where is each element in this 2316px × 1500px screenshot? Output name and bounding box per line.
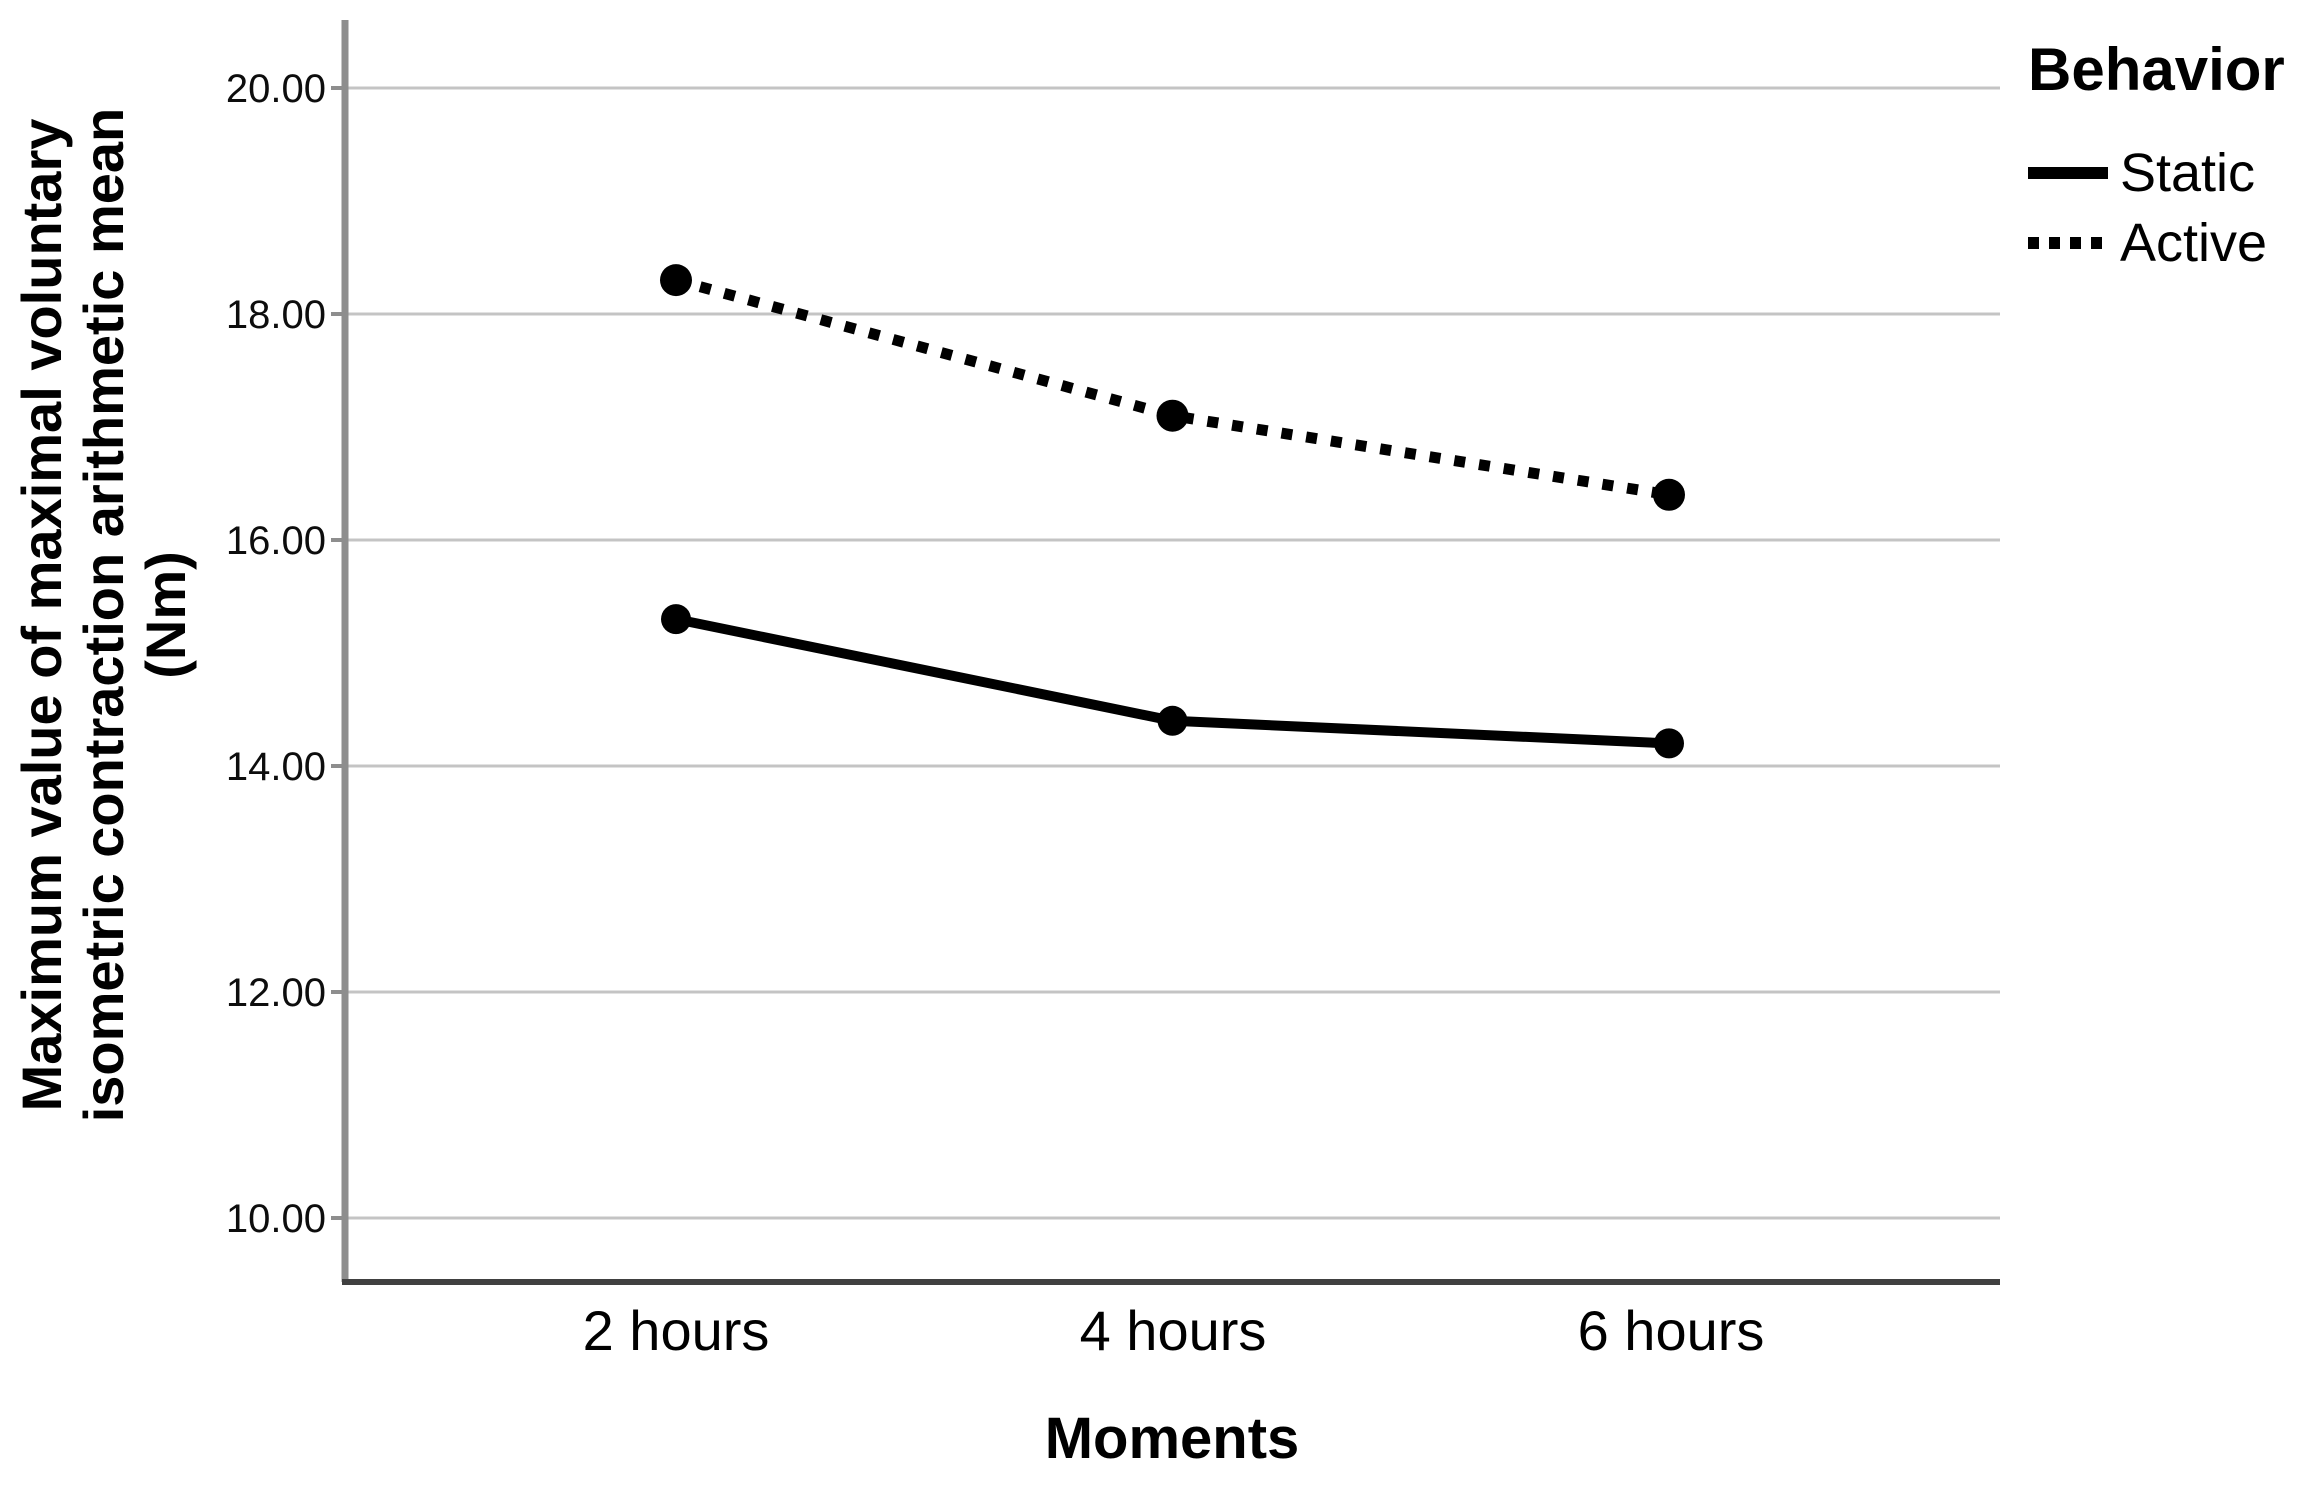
x-tick-label-6-hours: 6 hours bbox=[1577, 1299, 1765, 1362]
data-point-marker bbox=[661, 604, 691, 635]
legend-title: Behavior bbox=[2028, 36, 2285, 103]
series-active-line bbox=[674, 274, 1670, 501]
legend: Behavior Static Active bbox=[2028, 36, 2285, 278]
y-tick-label: 20.00 bbox=[226, 67, 326, 111]
data-point-marker bbox=[1653, 478, 1685, 511]
x-axis-title: Moments bbox=[1044, 1406, 1300, 1471]
y-tick-label: 12.00 bbox=[226, 971, 326, 1015]
y-tick-label: 14.00 bbox=[226, 745, 326, 789]
data-point-marker bbox=[660, 264, 692, 297]
data-point-marker bbox=[1157, 705, 1188, 736]
legend-label-static: Static bbox=[2120, 143, 2256, 203]
y-axis-title: Maximum value of maximal voluntary isome… bbox=[10, 0, 197, 1245]
y-tick-label: 16.00 bbox=[226, 519, 326, 563]
y-tick-label: 10.00 bbox=[226, 1197, 326, 1241]
y-axis-title-line-1: Maximum value of maximal voluntary bbox=[10, 118, 73, 1112]
legend-label-active: Active bbox=[2120, 213, 2268, 273]
y-tick-label: 18.00 bbox=[226, 293, 326, 337]
y-axis-title-line-2: isometric contraction arithmetic mean bbox=[72, 107, 135, 1123]
x-tick-label-4-hours: 4 hours bbox=[1079, 1299, 1267, 1362]
dotted-line-swatch bbox=[2028, 237, 2108, 249]
data-point-marker bbox=[1654, 728, 1684, 759]
x-tick-label-2-hours: 2 hours bbox=[582, 1299, 770, 1362]
legend-item-active: Active bbox=[2028, 208, 2285, 278]
y-axis-title-line-3: (Nm) bbox=[134, 551, 197, 679]
legend-item-static: Static bbox=[2028, 138, 2285, 208]
data-point-marker bbox=[1156, 399, 1189, 432]
solid-line-swatch bbox=[2028, 167, 2108, 179]
